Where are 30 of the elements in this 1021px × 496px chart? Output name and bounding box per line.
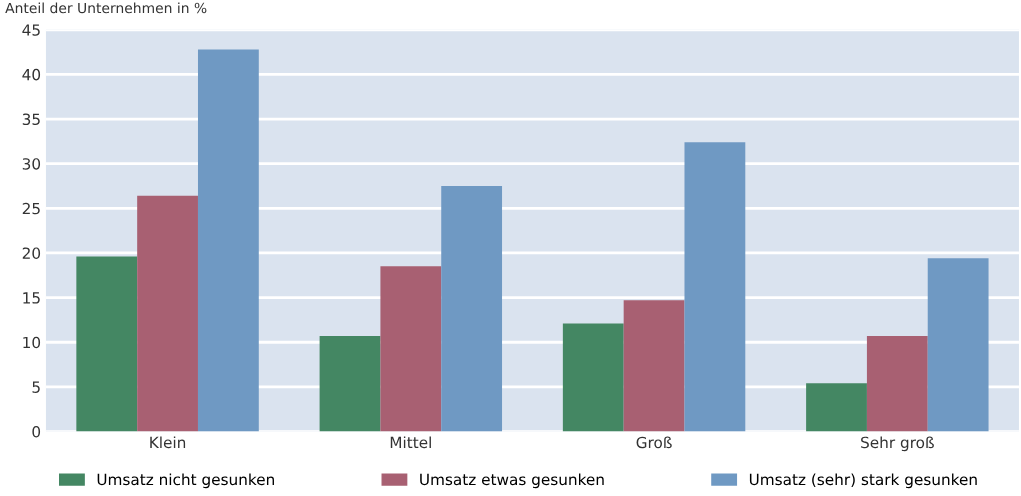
y-tick-label: 15: [23, 292, 40, 304]
x-tick-label: Groß: [636, 436, 672, 449]
y-tick-label: 30: [22, 158, 41, 170]
bar: [380, 266, 442, 432]
bar: [76, 256, 138, 432]
bar: [806, 383, 867, 432]
x-tick-label: Mittel: [390, 436, 431, 449]
bar: [866, 335, 928, 432]
legend-label: Umsatz etwas gesunken: [420, 473, 604, 489]
legend-label: Umsatz (sehr) stark gesunken: [749, 473, 977, 489]
bar: [927, 258, 989, 432]
bar: [319, 335, 381, 432]
y-tick-label: 35: [22, 113, 40, 126]
bar: [137, 195, 198, 432]
y-tick-label: 5: [32, 381, 40, 393]
y-tick-label: 0: [32, 425, 41, 438]
bar: [623, 300, 685, 432]
y-tick-label: 25: [22, 202, 40, 215]
bar: [441, 186, 503, 432]
bar: [562, 323, 624, 432]
y-tick-label: 45: [22, 24, 40, 36]
x-tick-label: Sehr groß: [861, 436, 934, 452]
y-tick-label: 10: [23, 336, 41, 349]
x-tick-label: Klein: [150, 436, 186, 449]
y-tick-label: 20: [22, 247, 41, 259]
bar: [684, 142, 746, 432]
bar: [197, 49, 259, 432]
y-tick-label: 40: [22, 68, 41, 81]
y-axis-title: Anteil der Unternehmen in %: [5, 2, 207, 14]
legend-label: Umsatz nicht gesunken: [97, 473, 274, 489]
